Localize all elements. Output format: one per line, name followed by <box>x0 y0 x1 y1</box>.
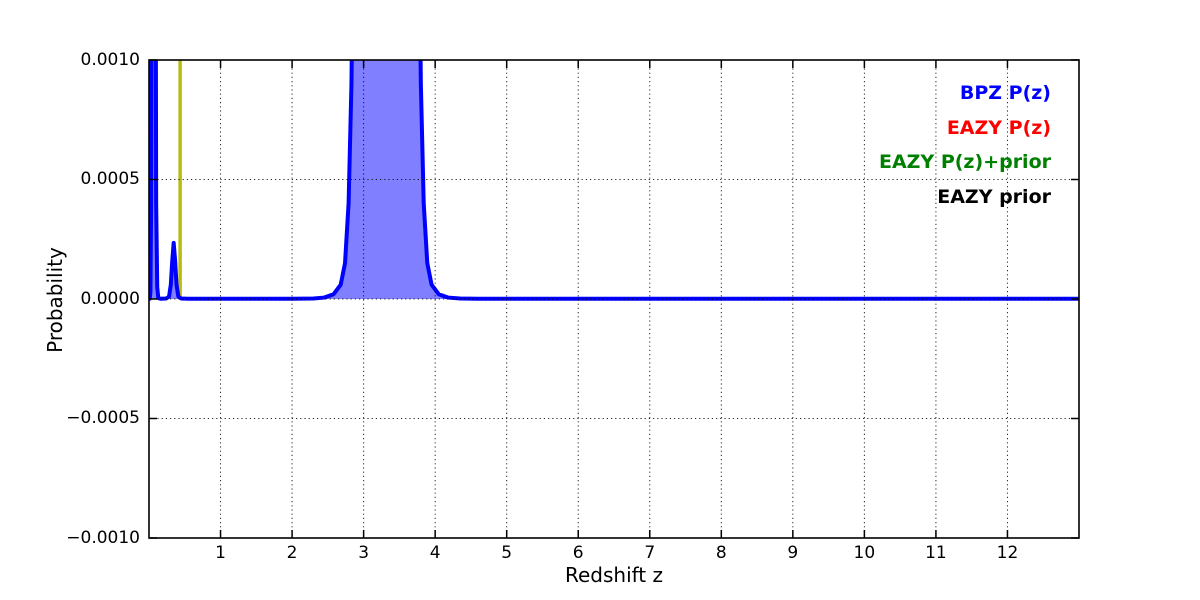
x-tick-label: 4 <box>429 543 441 563</box>
x-tick-label: 5 <box>501 543 513 563</box>
bpz-pz-fill <box>149 60 1079 299</box>
x-axis-label: Redshift z <box>564 563 664 587</box>
x-tick-label: 8 <box>715 543 727 563</box>
x-tick-label: 3 <box>358 543 370 563</box>
y-tick-label: 0.0010 <box>80 49 140 70</box>
legend-entry: EAZY prior <box>937 185 1051 208</box>
x-tick-label: 1 <box>215 543 226 563</box>
legend: BPZ P(z) EAZY P(z) EAZY P(z)+prior EAZY pri… <box>879 76 1051 214</box>
x-tick-label: 9 <box>787 543 799 563</box>
y-tick-label: −0.0005 <box>66 408 140 428</box>
y-tick-label: −0.0010 <box>66 527 140 548</box>
x-tick-label: 7 <box>644 543 656 563</box>
tick-marks <box>149 59 1079 539</box>
legend-entry: BPZ P(z) <box>959 82 1051 104</box>
x-tick-label: 12 <box>996 543 1019 563</box>
x-tick-label: 6 <box>572 543 584 563</box>
y-tick-label: 0.0005 <box>80 169 140 189</box>
legend-entry: EAZY P(z) <box>946 116 1051 139</box>
x-tick-label: 2 <box>286 543 298 563</box>
axes-frame <box>148 59 1080 539</box>
x-tick-label: 10 <box>853 543 876 563</box>
legend-entry: EAZY P(z)+prior <box>878 151 1051 173</box>
x-tick-label: 11 <box>925 543 947 563</box>
y-tick-label: 0.0000 <box>80 288 140 309</box>
